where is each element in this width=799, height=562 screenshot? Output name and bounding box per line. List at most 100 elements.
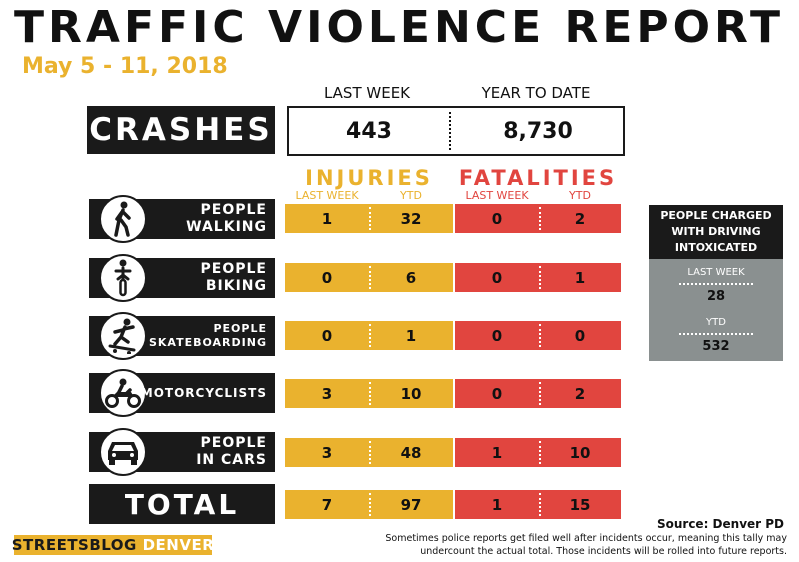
total-fatalities: 1 15 xyxy=(455,490,621,519)
cars-fatalities: 1 10 xyxy=(455,438,621,467)
cell-divider xyxy=(369,382,371,405)
injuries-title: INJURIES xyxy=(305,166,433,190)
biking-injuries: 0 6 xyxy=(285,263,453,292)
footnote-line2: undercount the actual total. Those incid… xyxy=(420,546,787,557)
row-line1: PEOPLE xyxy=(200,435,267,451)
cell-divider xyxy=(539,382,541,405)
pedestrian-icon xyxy=(99,195,147,243)
cell-divider xyxy=(539,441,541,464)
total-fatalities-last-week: 1 xyxy=(491,495,503,514)
injuries-sub-ytd: YTD xyxy=(400,189,422,202)
report-title: TRAFFIC VIOLENCE REPORT xyxy=(14,2,784,53)
intoxicated-line2: WITH DRIVING xyxy=(671,225,761,238)
cell-divider xyxy=(539,266,541,289)
logo-part2: DENVER xyxy=(142,536,215,554)
cell-divider xyxy=(369,441,371,464)
cars-injuries-last-week: 3 xyxy=(321,443,333,462)
cars-fatalities-ytd: 10 xyxy=(569,443,591,462)
motorcycle-icon xyxy=(99,369,147,417)
cars-injuries: 3 48 xyxy=(285,438,453,467)
pane-divider xyxy=(679,333,753,335)
row-line1: PEOPLE xyxy=(213,322,267,335)
bicycle-icon xyxy=(99,254,147,302)
date-range: May 5 - 11, 2018 xyxy=(22,54,228,79)
walking-injuries-last-week: 1 xyxy=(321,209,333,228)
walking-fatalities-ytd: 2 xyxy=(574,209,586,228)
motorcyclists-injuries: 3 10 xyxy=(285,379,453,408)
walking-fatalities: 0 2 xyxy=(455,204,621,233)
cars-injuries-ytd: 48 xyxy=(400,443,422,462)
cars-fatalities-last-week: 1 xyxy=(491,443,503,462)
total-injuries: 7 97 xyxy=(285,490,453,519)
cell-divider xyxy=(369,266,371,289)
row-text-biking: PEOPLE BIKING xyxy=(201,258,267,298)
skateboarding-injuries-ytd: 1 xyxy=(405,326,417,345)
skateboarding-fatalities-ytd: 0 xyxy=(574,326,586,345)
biking-fatalities-ytd: 1 xyxy=(574,268,586,287)
footnote: Sometimes police reports get filed well … xyxy=(385,532,787,558)
row-line2: IN CARS xyxy=(196,452,267,468)
cell-divider xyxy=(539,207,541,230)
row-label-walking: PEOPLE WALKING xyxy=(89,195,275,243)
row-text-skateboarding: PEOPLE SKATEBOARDING xyxy=(149,316,267,356)
biking-injuries-ytd: 6 xyxy=(405,268,417,287)
skateboard-icon xyxy=(99,312,147,360)
row-label-biking: PEOPLE BIKING xyxy=(89,254,275,302)
intoxicated-last-week: 28 xyxy=(706,289,726,304)
cell-divider xyxy=(369,324,371,347)
motorcyclists-injuries-last-week: 3 xyxy=(321,384,333,403)
header-year-to-date: YEAR TO DATE xyxy=(481,84,591,102)
skateboarding-injuries-last-week: 0 xyxy=(321,326,333,345)
cell-divider xyxy=(539,324,541,347)
row-line1: MOTORCYCLISTS xyxy=(140,386,267,400)
fatalities-sub-last-week: LAST WEEK xyxy=(465,189,529,202)
row-label-skateboarding: PEOPLE SKATEBOARDING xyxy=(89,312,275,360)
row-text-motorcyclists: MOTORCYCLISTS xyxy=(141,373,267,413)
pane-divider xyxy=(679,283,753,285)
row-line2: SKATEBOARDING xyxy=(148,336,267,349)
car-icon xyxy=(99,428,147,476)
row-text-walking: PEOPLE WALKING xyxy=(186,199,267,239)
crashes-last-week: 443 xyxy=(346,118,392,144)
logo-part1: STREETSBLOG xyxy=(11,536,137,554)
streetsblog-logo: STREETSBLOG DENVER xyxy=(11,535,215,555)
total-label: TOTAL xyxy=(89,484,275,524)
crashes-year-to-date: 8,730 xyxy=(503,118,573,144)
walking-injuries-ytd: 32 xyxy=(400,209,422,228)
total-injuries-last-week: 7 xyxy=(321,495,333,514)
crashes-label: CRASHES xyxy=(87,106,275,154)
row-line2: BIKING xyxy=(205,278,267,294)
motorcyclists-fatalities: 0 2 xyxy=(455,379,621,408)
cell-divider xyxy=(369,207,371,230)
intoxicated-ytd: 532 xyxy=(702,339,730,354)
row-label-motorcyclists: MOTORCYCLISTS xyxy=(89,369,275,417)
walking-injuries: 1 32 xyxy=(285,204,453,233)
total-fatalities-ytd: 15 xyxy=(569,495,591,514)
source-credit: Source: Denver PD xyxy=(656,517,784,531)
intoxicated-line3: INTOXICATED xyxy=(674,241,758,254)
cell-divider xyxy=(539,493,541,516)
row-text-cars: PEOPLE IN CARS xyxy=(196,432,267,472)
biking-fatalities: 0 1 xyxy=(455,263,621,292)
intoxicated-ytd-label: YTD xyxy=(706,317,726,328)
motorcyclists-fatalities-ytd: 2 xyxy=(574,384,586,403)
walking-fatalities-last-week: 0 xyxy=(491,209,503,228)
crashes-divider xyxy=(449,112,451,150)
intoxicated-line1: PEOPLE CHARGED xyxy=(660,209,772,222)
row-label-cars: PEOPLE IN CARS xyxy=(89,428,275,476)
intoxicated-last-week-label: LAST WEEK xyxy=(687,267,745,278)
motorcyclists-injuries-ytd: 10 xyxy=(400,384,422,403)
skateboarding-injuries: 0 1 xyxy=(285,321,453,350)
biking-injuries-last-week: 0 xyxy=(321,268,333,287)
fatalities-sub-ytd: YTD xyxy=(569,189,591,202)
row-line1: PEOPLE xyxy=(200,261,267,277)
row-line2: WALKING xyxy=(186,219,267,235)
cell-divider xyxy=(369,493,371,516)
intoxicated-heading: PEOPLE CHARGED WITH DRIVING INTOXICATED xyxy=(649,205,783,259)
biking-fatalities-last-week: 0 xyxy=(491,268,503,287)
skateboarding-fatalities: 0 0 xyxy=(455,321,621,350)
injuries-sub-last-week: LAST WEEK xyxy=(295,189,359,202)
header-last-week: LAST WEEK xyxy=(323,84,411,102)
intoxicated-panel: PEOPLE CHARGED WITH DRIVING INTOXICATED … xyxy=(649,205,783,361)
fatalities-title: FATALITIES xyxy=(458,166,618,190)
